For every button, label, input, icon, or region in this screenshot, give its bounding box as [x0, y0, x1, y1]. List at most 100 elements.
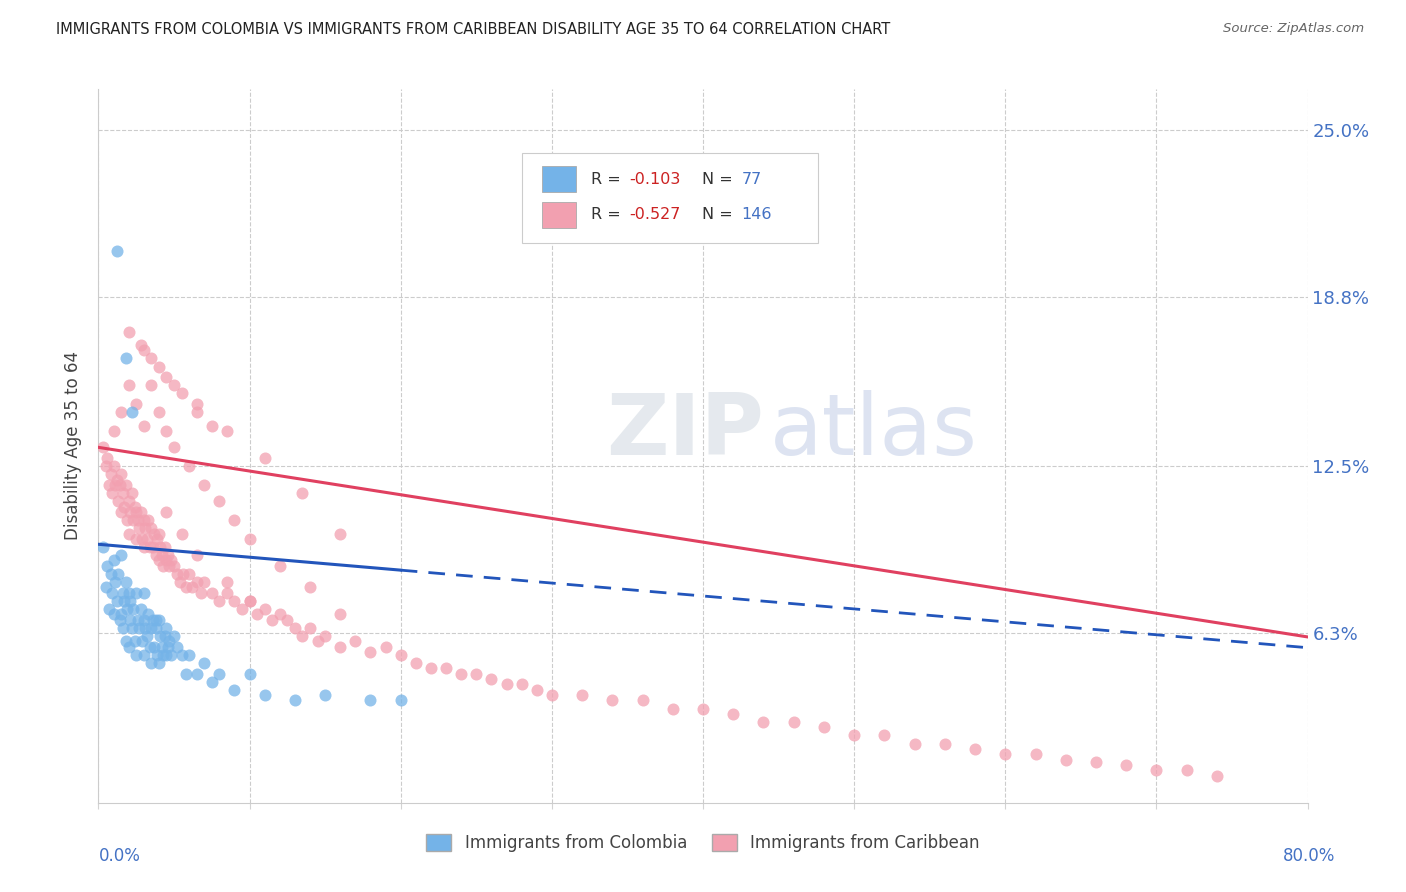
Point	[111, 486, 134, 500]
Point	[132, 513, 155, 527]
Point	[389, 693, 412, 707]
FancyBboxPatch shape	[522, 153, 818, 243]
Legend: Immigrants from Colombia, Immigrants from Caribbean: Immigrants from Colombia, Immigrants fro…	[419, 827, 987, 859]
Point	[108, 613, 131, 627]
Point	[284, 621, 307, 635]
Point	[121, 405, 143, 419]
Point	[111, 586, 134, 600]
Point	[127, 513, 149, 527]
Point	[155, 621, 177, 635]
Point	[146, 532, 169, 546]
Point	[186, 397, 208, 411]
Point	[193, 656, 215, 670]
Point	[129, 505, 152, 519]
Point	[141, 656, 163, 670]
Point	[96, 451, 118, 466]
Point	[120, 505, 142, 519]
Point	[190, 586, 212, 600]
Point	[166, 566, 188, 581]
Point	[136, 607, 159, 622]
Point	[127, 613, 149, 627]
Point	[143, 640, 166, 654]
Point	[405, 656, 427, 670]
Point	[224, 682, 246, 697]
Point	[141, 621, 163, 635]
Point	[873, 729, 896, 743]
FancyBboxPatch shape	[543, 166, 576, 192]
Point	[118, 325, 141, 339]
Point	[231, 602, 253, 616]
Point	[125, 586, 148, 600]
Point	[193, 574, 215, 589]
Point	[201, 674, 224, 689]
Point	[101, 586, 124, 600]
Point	[170, 526, 193, 541]
Point	[101, 486, 124, 500]
Point	[141, 351, 163, 366]
Point	[132, 586, 155, 600]
Point	[193, 478, 215, 492]
Point	[110, 467, 132, 482]
Point	[159, 634, 181, 648]
Point	[174, 580, 197, 594]
Point	[149, 629, 172, 643]
Point	[132, 540, 155, 554]
Point	[139, 640, 162, 654]
Point	[135, 532, 157, 546]
Point	[186, 574, 208, 589]
Point	[142, 540, 165, 554]
Point	[329, 640, 352, 654]
Point	[110, 405, 132, 419]
Text: -0.103: -0.103	[630, 171, 681, 186]
Point	[904, 737, 927, 751]
Point	[156, 640, 179, 654]
Point	[374, 640, 396, 654]
Point	[115, 602, 138, 616]
Point	[108, 478, 131, 492]
Point	[121, 486, 143, 500]
Point	[103, 424, 125, 438]
Point	[115, 513, 138, 527]
Point	[112, 500, 135, 514]
Point	[120, 594, 142, 608]
Point	[163, 378, 186, 392]
Point	[100, 566, 122, 581]
Point	[139, 540, 162, 554]
Point	[111, 621, 134, 635]
Point	[131, 532, 153, 546]
Point	[152, 648, 174, 662]
Text: atlas: atlas	[769, 390, 977, 474]
Point	[239, 666, 262, 681]
Point	[155, 370, 177, 384]
Point	[172, 566, 194, 581]
Point	[994, 747, 1017, 762]
Point	[148, 613, 170, 627]
Point	[723, 706, 745, 721]
Point	[98, 602, 121, 616]
Point	[118, 378, 141, 392]
Point	[98, 478, 121, 492]
Point	[159, 558, 181, 573]
Point	[163, 629, 186, 643]
Point	[114, 351, 136, 366]
Point	[166, 640, 188, 654]
Text: Source: ZipAtlas.com: Source: ZipAtlas.com	[1223, 22, 1364, 36]
Point	[276, 613, 298, 627]
Point	[215, 574, 238, 589]
Point	[145, 548, 167, 562]
Point	[125, 397, 148, 411]
Point	[783, 714, 806, 729]
Point	[136, 513, 159, 527]
Point	[434, 661, 457, 675]
Point	[291, 486, 314, 500]
Point	[148, 656, 170, 670]
Point	[307, 634, 329, 648]
Point	[224, 513, 246, 527]
Point	[1206, 769, 1229, 783]
Point	[661, 701, 683, 715]
Point	[186, 405, 208, 419]
Point	[118, 526, 141, 541]
Point	[114, 634, 136, 648]
Point	[145, 613, 167, 627]
Point	[215, 586, 238, 600]
